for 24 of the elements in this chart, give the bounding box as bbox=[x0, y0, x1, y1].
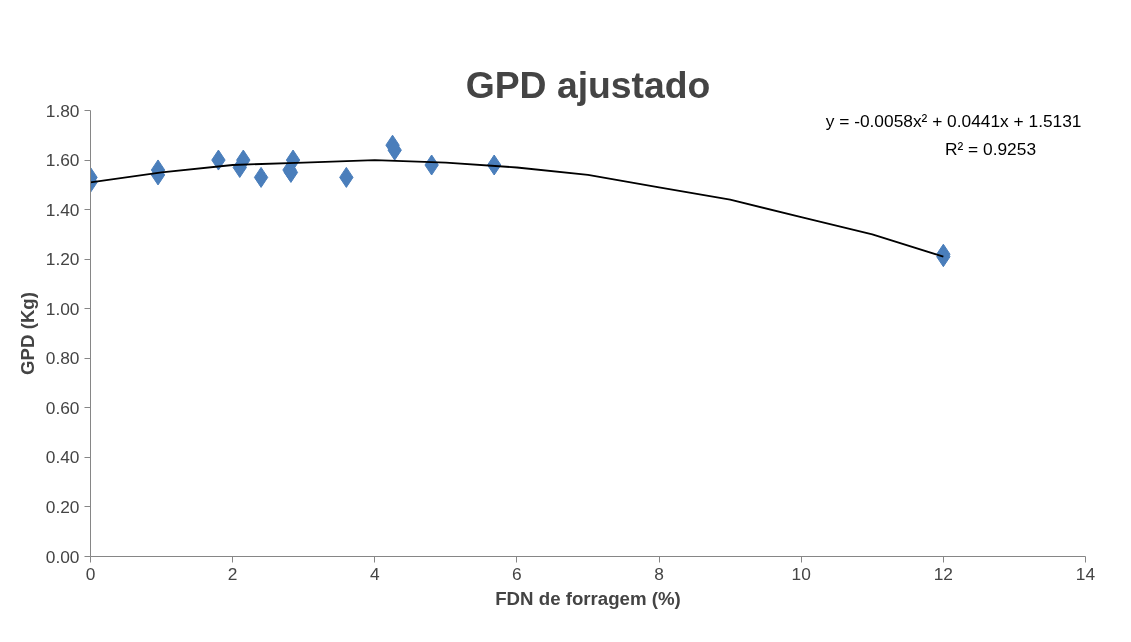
y-tick-label: 1.60 bbox=[45, 150, 80, 171]
x-tick-label: 0 bbox=[85, 563, 96, 584]
x-tick-label: 4 bbox=[369, 563, 380, 584]
x-tick-label: 10 bbox=[791, 563, 811, 584]
y-tick-label: 0.00 bbox=[45, 546, 80, 567]
y-tick-label: 1.80 bbox=[45, 100, 80, 121]
x-tick-label: 8 bbox=[654, 563, 664, 584]
chart-title: GPD ajustado bbox=[465, 63, 711, 106]
x-tick-label: 6 bbox=[512, 563, 522, 584]
y-tick-label: 0.20 bbox=[45, 496, 80, 517]
y-tick-label: 0.40 bbox=[45, 447, 80, 468]
y-tick-label: 1.00 bbox=[45, 298, 80, 319]
point bbox=[253, 166, 269, 188]
y-tick-label: 1.40 bbox=[45, 199, 80, 220]
x-tick-label: 14 bbox=[1075, 563, 1096, 584]
y-tick-label: 0.60 bbox=[45, 397, 80, 418]
y-tick-label: 1.20 bbox=[45, 249, 80, 270]
annotation: y = -0.0058x² + 0.0441x + 1.5131 bbox=[825, 110, 1082, 131]
y-axis-title: GPD (Kg) bbox=[16, 292, 38, 375]
x-tick-label: 2 bbox=[227, 563, 238, 584]
x-axis-title: FDN de forragem (%) bbox=[495, 587, 681, 609]
x-tick-label: 12 bbox=[933, 563, 953, 584]
annotation: R² = 0.9253 bbox=[944, 138, 1037, 159]
y-tick-label: 0.80 bbox=[45, 348, 80, 369]
